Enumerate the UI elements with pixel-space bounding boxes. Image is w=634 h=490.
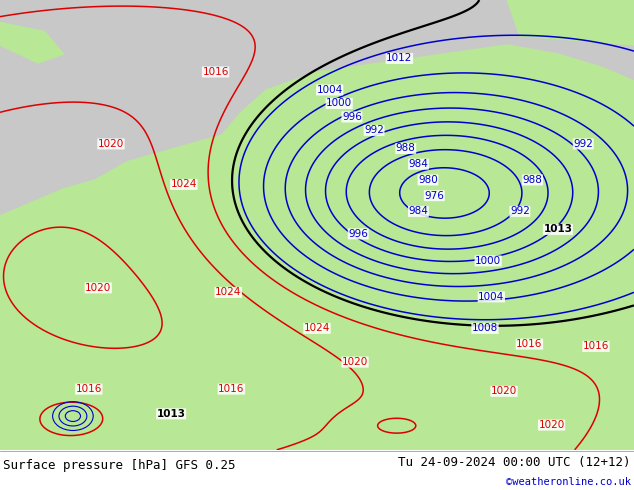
Text: 980: 980 [418, 175, 438, 185]
Text: 1020: 1020 [98, 139, 124, 149]
Text: 1016: 1016 [583, 342, 609, 351]
Text: 1013: 1013 [157, 409, 186, 419]
Text: 1016: 1016 [75, 384, 102, 394]
Text: 1024: 1024 [304, 323, 330, 333]
Text: 1000: 1000 [475, 256, 501, 266]
Text: 996: 996 [342, 112, 362, 122]
Text: 1016: 1016 [202, 67, 229, 77]
Text: ©weatheronline.co.uk: ©weatheronline.co.uk [506, 477, 631, 487]
Text: 988: 988 [522, 175, 543, 185]
Text: 1024: 1024 [171, 179, 197, 190]
Text: 1024: 1024 [215, 287, 242, 297]
Text: 1012: 1012 [386, 53, 413, 64]
Text: 1008: 1008 [472, 323, 498, 333]
Text: Surface pressure [hPa] GFS 0.25: Surface pressure [hPa] GFS 0.25 [3, 459, 236, 471]
Text: 992: 992 [510, 206, 530, 217]
Text: 1013: 1013 [543, 224, 573, 234]
Text: 988: 988 [396, 144, 416, 153]
Polygon shape [0, 45, 634, 450]
Polygon shape [507, 0, 634, 45]
Text: 1020: 1020 [491, 386, 517, 396]
Text: 1004: 1004 [478, 292, 505, 302]
Text: 1016: 1016 [516, 339, 543, 349]
Text: 976: 976 [424, 191, 444, 201]
Text: 996: 996 [348, 229, 368, 239]
Text: 984: 984 [408, 159, 429, 169]
Text: 1000: 1000 [326, 98, 353, 108]
Text: Tu 24-09-2024 00:00 UTC (12+12): Tu 24-09-2024 00:00 UTC (12+12) [398, 456, 631, 469]
Text: 1004: 1004 [316, 85, 343, 95]
Text: 992: 992 [364, 125, 384, 135]
Text: 1016: 1016 [218, 384, 245, 394]
Polygon shape [0, 23, 63, 63]
Text: 992: 992 [573, 139, 593, 149]
Text: 1020: 1020 [538, 420, 565, 430]
Text: 984: 984 [408, 206, 429, 217]
Text: 1020: 1020 [85, 283, 112, 293]
Text: 1020: 1020 [342, 357, 368, 367]
